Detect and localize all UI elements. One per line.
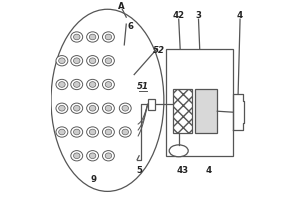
Ellipse shape: [105, 34, 112, 40]
Ellipse shape: [56, 127, 68, 137]
Ellipse shape: [87, 56, 98, 66]
Text: 5: 5: [136, 166, 142, 175]
Ellipse shape: [105, 129, 112, 135]
Ellipse shape: [105, 58, 112, 64]
Ellipse shape: [58, 82, 65, 87]
Ellipse shape: [119, 127, 131, 137]
Text: 42: 42: [172, 11, 185, 20]
Ellipse shape: [74, 82, 80, 87]
Ellipse shape: [74, 153, 80, 159]
Text: 4: 4: [205, 166, 212, 175]
Ellipse shape: [103, 151, 114, 161]
Ellipse shape: [58, 129, 65, 135]
Ellipse shape: [169, 145, 188, 157]
Ellipse shape: [89, 105, 96, 111]
Bar: [148, 99, 155, 110]
Ellipse shape: [103, 32, 114, 42]
Ellipse shape: [103, 127, 114, 137]
Ellipse shape: [103, 79, 114, 90]
Ellipse shape: [74, 34, 80, 40]
Ellipse shape: [71, 103, 83, 113]
Ellipse shape: [74, 129, 80, 135]
Text: 4: 4: [237, 11, 243, 20]
Ellipse shape: [58, 58, 65, 64]
Text: 52: 52: [153, 46, 165, 55]
Ellipse shape: [58, 105, 65, 111]
Ellipse shape: [103, 103, 114, 113]
Ellipse shape: [71, 151, 83, 161]
Ellipse shape: [87, 103, 98, 113]
Ellipse shape: [74, 58, 80, 64]
Ellipse shape: [87, 79, 98, 90]
Ellipse shape: [71, 56, 83, 66]
Ellipse shape: [87, 127, 98, 137]
Bar: [166, 49, 233, 156]
Ellipse shape: [71, 127, 83, 137]
Ellipse shape: [119, 103, 131, 113]
Ellipse shape: [89, 82, 96, 87]
Ellipse shape: [105, 153, 112, 159]
Text: 43: 43: [177, 166, 189, 175]
Ellipse shape: [103, 56, 114, 66]
Ellipse shape: [89, 58, 96, 64]
Ellipse shape: [56, 79, 68, 90]
Ellipse shape: [122, 129, 128, 135]
Text: 6: 6: [127, 22, 133, 31]
Text: 3: 3: [196, 11, 202, 20]
Ellipse shape: [122, 105, 128, 111]
Ellipse shape: [89, 129, 96, 135]
Ellipse shape: [87, 151, 98, 161]
Text: 51: 51: [137, 82, 149, 91]
Ellipse shape: [71, 79, 83, 90]
Bar: [173, 89, 192, 133]
Ellipse shape: [56, 56, 68, 66]
Ellipse shape: [87, 32, 98, 42]
Text: A: A: [118, 2, 124, 11]
Text: 9: 9: [91, 175, 97, 184]
Ellipse shape: [56, 103, 68, 113]
Ellipse shape: [105, 82, 112, 87]
Ellipse shape: [51, 9, 164, 191]
Ellipse shape: [71, 32, 83, 42]
Ellipse shape: [89, 153, 96, 159]
Ellipse shape: [105, 105, 112, 111]
Ellipse shape: [74, 105, 80, 111]
Ellipse shape: [89, 34, 96, 40]
Bar: [194, 89, 217, 133]
